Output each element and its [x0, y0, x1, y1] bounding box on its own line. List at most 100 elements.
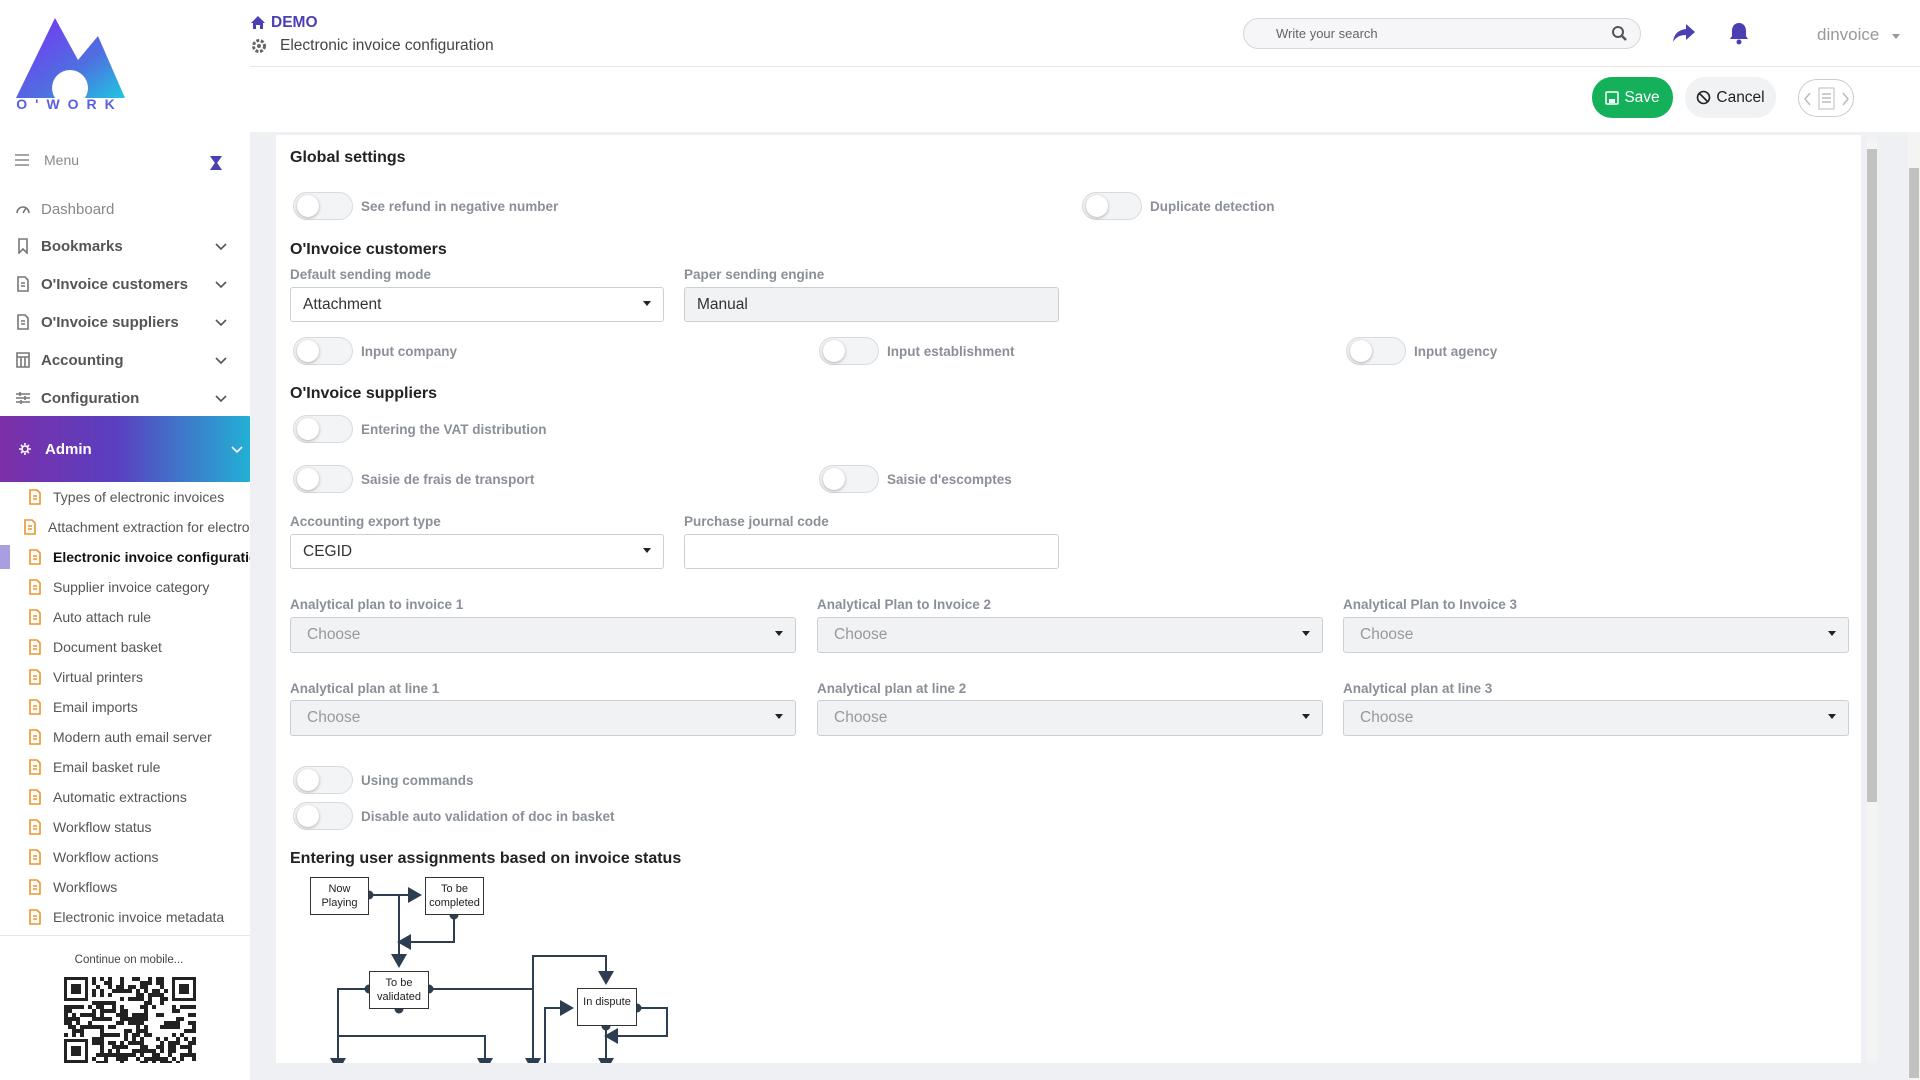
panel-scroll-thumb[interactable] — [1867, 149, 1877, 802]
save-button[interactable]: Save — [1592, 77, 1673, 118]
submenu-item[interactable]: Modern auth email server — [0, 724, 250, 750]
submenu-label: Electronic invoice metadata — [53, 909, 225, 925]
icon — [19, 443, 31, 455]
menu-item[interactable]: Dashboard — [0, 194, 250, 224]
submenu-label: Workflow actions — [53, 849, 159, 865]
submenu-item[interactable]: Email basket rule — [0, 754, 250, 780]
submenu-item[interactable]: Virtual printers — [0, 664, 250, 690]
input[interactable]: Manual — [684, 287, 1059, 322]
icon — [215, 243, 227, 251]
workflow-node[interactable]: To be completed — [425, 877, 484, 915]
toggle[interactable]: See refund in negative number — [293, 191, 558, 221]
user-menu[interactable]: dinvoice — [1817, 25, 1880, 44]
logo-text: O'WORK — [16, 96, 123, 112]
switch[interactable] — [293, 802, 353, 830]
toggle[interactable]: Entering the VAT distribution — [293, 414, 547, 444]
submenu-item[interactable]: Attachment extraction for electronic inv… — [0, 514, 250, 540]
workflow-node[interactable]: In dispute — [577, 988, 637, 1026]
field-label: Analytical Plan to Invoice 3 — [1343, 597, 1518, 612]
cancel-button[interactable]: Cancel — [1685, 77, 1776, 118]
submenu-label: Supplier invoice category — [53, 579, 210, 595]
submenu-item[interactable]: Supplier invoice category — [0, 574, 250, 600]
toggle[interactable]: Input agency — [1346, 336, 1497, 366]
toggle-label: Input company — [361, 343, 458, 359]
select[interactable]: Choose — [817, 700, 1323, 736]
toggle-label: Using commands — [361, 772, 474, 788]
submenu-item[interactable]: Electronic invoice metadata — [0, 904, 250, 930]
toggle[interactable]: Saisie d'escomptes — [819, 464, 1012, 494]
icon — [29, 489, 41, 505]
switch[interactable] — [293, 337, 353, 365]
admin-menu[interactable]: Admin — [0, 416, 250, 482]
switch[interactable] — [1082, 192, 1142, 220]
toggle-label: Input agency — [1414, 343, 1498, 359]
share-icon[interactable] — [1672, 22, 1696, 44]
menu-item[interactable]: Bookmarks — [0, 231, 250, 261]
submenu-item[interactable]: Types of electronic invoices — [0, 484, 250, 510]
icon — [29, 849, 41, 865]
field-label: Analytical plan at line 1 — [290, 681, 440, 696]
switch[interactable] — [293, 465, 353, 493]
page-scroll-thumb[interactable] — [1909, 168, 1919, 1078]
pin-icon[interactable] — [210, 156, 222, 170]
switch[interactable] — [1346, 337, 1406, 365]
submenu-label: Workflow status — [53, 819, 152, 835]
qr-code[interactable] — [64, 977, 196, 1063]
submenu-item[interactable]: Email imports — [0, 694, 250, 720]
menu-item[interactable]: O'Invoice suppliers — [0, 307, 250, 337]
icon — [29, 759, 41, 775]
menu-item[interactable]: O'Invoice customers — [0, 269, 250, 299]
menu-item[interactable]: Accounting — [0, 345, 250, 375]
toggle[interactable]: Saisie de frais de transport — [293, 464, 534, 494]
submenu-label: Auto attach rule — [53, 609, 152, 625]
dropdown-caret — [1302, 631, 1310, 636]
icon — [231, 446, 243, 454]
icon — [29, 669, 41, 685]
toggle[interactable]: Using commands — [293, 765, 474, 795]
submenu-item[interactable]: Workflows — [0, 874, 250, 900]
select[interactable]: Attachment — [290, 287, 664, 322]
switch[interactable] — [819, 465, 879, 493]
menu-item[interactable]: Configuration — [0, 383, 250, 413]
submenu-item[interactable]: Auto attach rule — [0, 604, 250, 630]
icon — [18, 238, 28, 254]
select[interactable]: Choose — [290, 700, 796, 736]
breadcrumb[interactable]: DEMO — [271, 14, 318, 31]
submenu-item[interactable]: Document basket — [0, 634, 250, 660]
workflow-node[interactable]: Now Playing — [310, 877, 369, 915]
select[interactable]: Choose — [290, 617, 796, 653]
select[interactable]: Choose — [1343, 700, 1849, 736]
switch[interactable] — [819, 337, 879, 365]
toggle[interactable]: Input company — [293, 336, 457, 366]
record-navigation[interactable] — [1798, 79, 1854, 117]
switch[interactable] — [293, 766, 353, 794]
select[interactable]: Choose — [1343, 617, 1849, 653]
toggle[interactable]: Input establishment — [819, 336, 1015, 366]
icon — [29, 549, 41, 565]
submenu-item[interactable]: Electronic invoice configuration — [0, 544, 250, 570]
menu-item-label: Dashboard — [41, 200, 115, 218]
submenu-label: Email imports — [53, 699, 138, 715]
toggle[interactable]: Duplicate detection — [1082, 191, 1275, 221]
field-value: Choose — [834, 626, 888, 643]
search-box[interactable]: Write your search — [1243, 18, 1641, 49]
input[interactable] — [684, 534, 1059, 569]
toggle-label: Disable auto validation of doc in basket — [361, 808, 615, 824]
icon — [16, 392, 30, 404]
workflow-node[interactable]: To be validated — [369, 971, 429, 1009]
select[interactable]: CEGID — [290, 534, 664, 569]
select[interactable]: Choose — [817, 617, 1323, 653]
switch[interactable] — [293, 192, 353, 220]
field-value: Manual — [697, 295, 748, 313]
menu-toggle[interactable]: Menu — [14, 152, 234, 168]
submenu-item[interactable]: Automatic extractions — [0, 784, 250, 810]
sidebar-divider — [0, 935, 250, 936]
bell-icon[interactable] — [1728, 21, 1750, 45]
toggle[interactable]: Disable auto validation of doc in basket — [293, 801, 615, 831]
submenu-item[interactable]: Workflow status — [0, 814, 250, 840]
toggle-label: Duplicate detection — [1150, 198, 1275, 214]
user-caret — [1892, 34, 1900, 39]
submenu-item[interactable]: Workflow actions — [0, 844, 250, 870]
field-value: Choose — [307, 626, 361, 643]
switch[interactable] — [293, 415, 353, 443]
